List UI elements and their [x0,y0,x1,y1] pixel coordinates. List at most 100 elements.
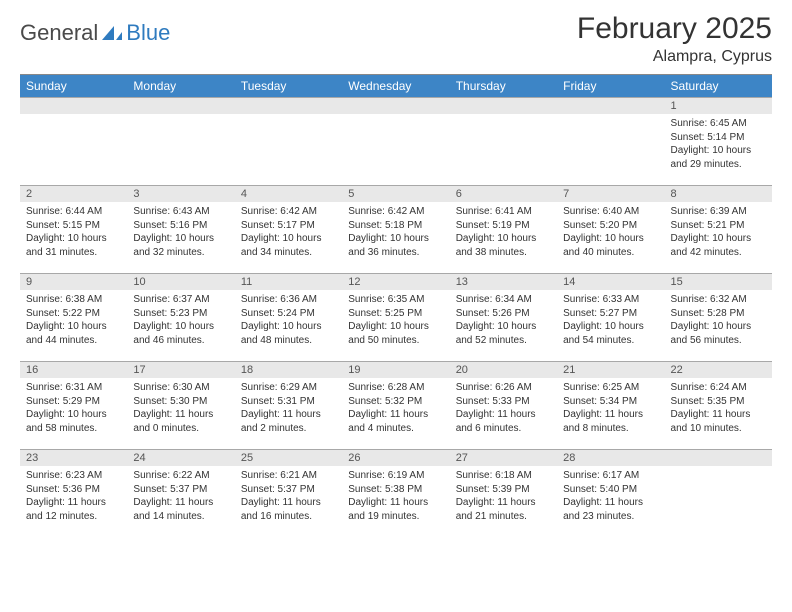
daylight-text: Daylight: 11 hours and 16 minutes. [241,496,336,523]
empty-cell [20,98,127,186]
day-info: Sunrise: 6:42 AMSunset: 5:17 PMDaylight:… [235,202,342,265]
sunset-text: Sunset: 5:15 PM [26,219,121,233]
day-info: Sunrise: 6:31 AMSunset: 5:29 PMDaylight:… [20,378,127,441]
day-cell: 27Sunrise: 6:18 AMSunset: 5:39 PMDayligh… [450,450,557,538]
day-number: 22 [665,362,772,378]
day-info: Sunrise: 6:45 AMSunset: 5:14 PMDaylight:… [665,114,772,177]
empty-cell [235,98,342,186]
day-cell: 7Sunrise: 6:40 AMSunset: 5:20 PMDaylight… [557,186,664,274]
day-number: 20 [450,362,557,378]
day-cell: 19Sunrise: 6:28 AMSunset: 5:32 PMDayligh… [342,362,449,450]
sunrise-text: Sunrise: 6:42 AM [241,205,336,219]
day-info: Sunrise: 6:41 AMSunset: 5:19 PMDaylight:… [450,202,557,265]
sunset-text: Sunset: 5:22 PM [26,307,121,321]
day-number: 7 [557,186,664,202]
day-cell: 6Sunrise: 6:41 AMSunset: 5:19 PMDaylight… [450,186,557,274]
sunset-text: Sunset: 5:17 PM [241,219,336,233]
daylight-text: Daylight: 10 hours and 58 minutes. [26,408,121,435]
calendar-body: 1Sunrise: 6:45 AMSunset: 5:14 PMDaylight… [20,98,772,538]
daylight-text: Daylight: 11 hours and 0 minutes. [133,408,228,435]
daylight-text: Daylight: 11 hours and 10 minutes. [671,408,766,435]
day-info: Sunrise: 6:38 AMSunset: 5:22 PMDaylight:… [20,290,127,353]
day-cell: 13Sunrise: 6:34 AMSunset: 5:26 PMDayligh… [450,274,557,362]
sunrise-text: Sunrise: 6:26 AM [456,381,551,395]
day-cell: 26Sunrise: 6:19 AMSunset: 5:38 PMDayligh… [342,450,449,538]
day-number: 3 [127,186,234,202]
day-info: Sunrise: 6:21 AMSunset: 5:37 PMDaylight:… [235,466,342,529]
day-number: 16 [20,362,127,378]
daylight-text: Daylight: 10 hours and 42 minutes. [671,232,766,259]
day-cell: 18Sunrise: 6:29 AMSunset: 5:31 PMDayligh… [235,362,342,450]
sunrise-text: Sunrise: 6:36 AM [241,293,336,307]
day-number: 27 [450,450,557,466]
day-cell: 12Sunrise: 6:35 AMSunset: 5:25 PMDayligh… [342,274,449,362]
sunrise-text: Sunrise: 6:45 AM [671,117,766,131]
calendar-row: 2Sunrise: 6:44 AMSunset: 5:15 PMDaylight… [20,186,772,274]
sunrise-text: Sunrise: 6:19 AM [348,469,443,483]
day-number: 28 [557,450,664,466]
day-info: Sunrise: 6:37 AMSunset: 5:23 PMDaylight:… [127,290,234,353]
day-number: 9 [20,274,127,290]
day-cell: 1Sunrise: 6:45 AMSunset: 5:14 PMDaylight… [665,98,772,186]
sunset-text: Sunset: 5:40 PM [563,483,658,497]
sunrise-text: Sunrise: 6:25 AM [563,381,658,395]
day-number: 11 [235,274,342,290]
day-cell: 2Sunrise: 6:44 AMSunset: 5:15 PMDaylight… [20,186,127,274]
day-info: Sunrise: 6:30 AMSunset: 5:30 PMDaylight:… [127,378,234,441]
calendar-row: 9Sunrise: 6:38 AMSunset: 5:22 PMDaylight… [20,274,772,362]
weekday-header: Tuesday [235,75,342,98]
day-number: 2 [20,186,127,202]
calendar-head: SundayMondayTuesdayWednesdayThursdayFrid… [20,75,772,98]
title-block: February 2025 Alampra, Cyprus [577,12,772,66]
daylight-text: Daylight: 10 hours and 29 minutes. [671,144,766,171]
day-info: Sunrise: 6:22 AMSunset: 5:37 PMDaylight:… [127,466,234,529]
page-title: February 2025 [577,12,772,46]
day-cell: 8Sunrise: 6:39 AMSunset: 5:21 PMDaylight… [665,186,772,274]
day-info: Sunrise: 6:43 AMSunset: 5:16 PMDaylight:… [127,202,234,265]
day-number: 21 [557,362,664,378]
daylight-text: Daylight: 11 hours and 2 minutes. [241,408,336,435]
daylight-text: Daylight: 11 hours and 21 minutes. [456,496,551,523]
sunset-text: Sunset: 5:14 PM [671,131,766,145]
sunset-text: Sunset: 5:39 PM [456,483,551,497]
logo-sail-icon [100,24,124,42]
day-info: Sunrise: 6:34 AMSunset: 5:26 PMDaylight:… [450,290,557,353]
empty-daynum [127,98,234,114]
daylight-text: Daylight: 11 hours and 4 minutes. [348,408,443,435]
sunrise-text: Sunrise: 6:42 AM [348,205,443,219]
weekday-header: Sunday [20,75,127,98]
day-cell: 22Sunrise: 6:24 AMSunset: 5:35 PMDayligh… [665,362,772,450]
sunset-text: Sunset: 5:28 PM [671,307,766,321]
sunset-text: Sunset: 5:34 PM [563,395,658,409]
empty-daynum [342,98,449,114]
sunset-text: Sunset: 5:36 PM [26,483,121,497]
sunset-text: Sunset: 5:24 PM [241,307,336,321]
day-cell: 9Sunrise: 6:38 AMSunset: 5:22 PMDaylight… [20,274,127,362]
sunset-text: Sunset: 5:20 PM [563,219,658,233]
sunset-text: Sunset: 5:33 PM [456,395,551,409]
sunrise-text: Sunrise: 6:30 AM [133,381,228,395]
daylight-text: Daylight: 11 hours and 19 minutes. [348,496,443,523]
sunrise-text: Sunrise: 6:40 AM [563,205,658,219]
sunrise-text: Sunrise: 6:23 AM [26,469,121,483]
sunrise-text: Sunrise: 6:43 AM [133,205,228,219]
sunset-text: Sunset: 5:19 PM [456,219,551,233]
day-cell: 5Sunrise: 6:42 AMSunset: 5:18 PMDaylight… [342,186,449,274]
sunset-text: Sunset: 5:37 PM [241,483,336,497]
sunrise-text: Sunrise: 6:31 AM [26,381,121,395]
weekday-header: Thursday [450,75,557,98]
day-cell: 25Sunrise: 6:21 AMSunset: 5:37 PMDayligh… [235,450,342,538]
weekday-header: Wednesday [342,75,449,98]
daylight-text: Daylight: 10 hours and 56 minutes. [671,320,766,347]
day-info: Sunrise: 6:26 AMSunset: 5:33 PMDaylight:… [450,378,557,441]
weekday-header: Friday [557,75,664,98]
day-info: Sunrise: 6:28 AMSunset: 5:32 PMDaylight:… [342,378,449,441]
daylight-text: Daylight: 10 hours and 48 minutes. [241,320,336,347]
day-number: 6 [450,186,557,202]
weekday-header: Monday [127,75,234,98]
sunrise-text: Sunrise: 6:24 AM [671,381,766,395]
day-info: Sunrise: 6:36 AMSunset: 5:24 PMDaylight:… [235,290,342,353]
day-info: Sunrise: 6:18 AMSunset: 5:39 PMDaylight:… [450,466,557,529]
day-number: 23 [20,450,127,466]
day-number: 24 [127,450,234,466]
